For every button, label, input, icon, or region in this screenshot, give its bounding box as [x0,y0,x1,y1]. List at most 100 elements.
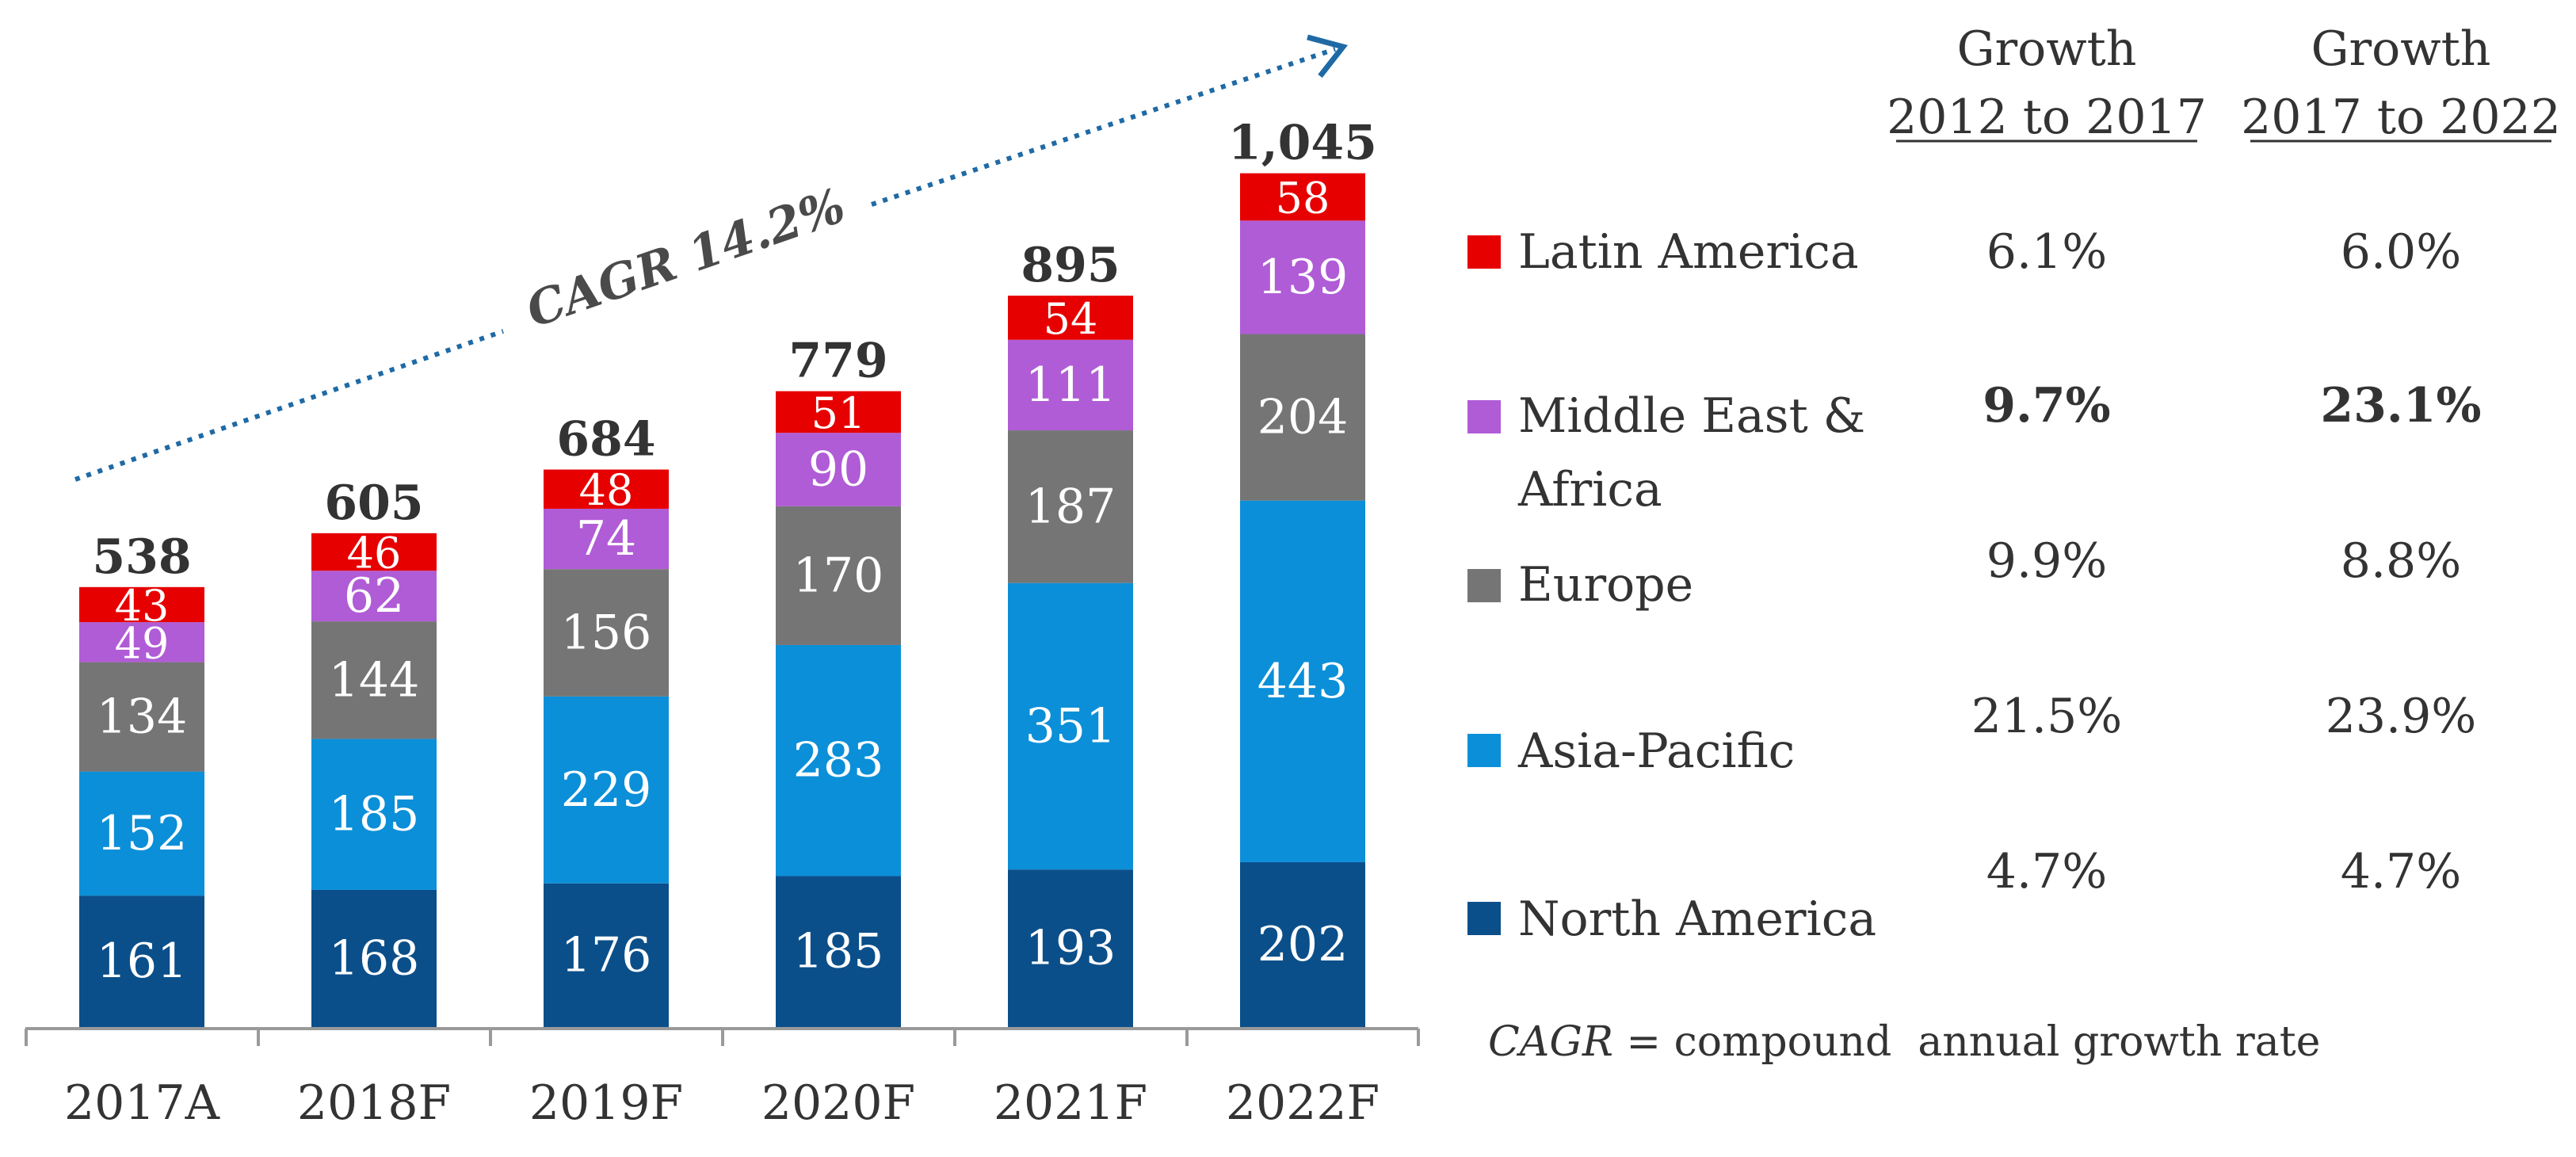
bar-value-label: 111 [1025,357,1116,413]
legend-row-north-america: North America 4.7% 4.7% [1467,844,2461,947]
growth-2017-2022-value: 23.9% [2326,689,2477,744]
growth-2012-2017-value: 4.7% [1986,844,2107,899]
bar-value-label: 43 [115,581,170,631]
x-axis: 2017A 2018F 2019F 2020F 2021F 2022F [25,1027,1420,1131]
bar-segment-europe-2020f [776,506,901,645]
header-line2: 2017 to 2022 [2241,90,2561,145]
bar-segment-latin-america-2021f [1008,296,1133,340]
footnote-abbr: CAGR [1488,1018,1613,1066]
legend-label-line1: Middle East & [1518,388,1865,444]
bar-segment-middle-east-africa-2021f [1008,339,1133,431]
bar-segment-north-america-2021f [1008,869,1133,1027]
bar-segment-north-america-2019f [544,883,669,1027]
bar-segment-middle-east-africa-2019f [544,508,669,570]
bar-segment-latin-america-2020f [776,391,901,433]
bar-segment-asia-pacific-2020f [776,644,901,876]
bar-segment-europe-2018f [311,621,437,739]
bar-segment-north-america-2018f [311,889,437,1027]
x-tick-label: 2019F [529,1075,683,1131]
cagr-arrowhead-icon [1307,34,1349,78]
growth-2012-2017-value: 9.9% [1986,533,2107,589]
legend-label: Latin America [1518,224,1859,280]
bar-value-label: 49 [115,618,170,668]
bar-segment-europe-2022f [1240,334,1365,501]
bar-value-label: 58 [1276,173,1330,223]
bar-value-label: 62 [344,568,404,624]
x-tick-label: 2021F [994,1075,1147,1131]
growth-2017-2022-value: 23.1% [2320,378,2481,433]
bar-value-label: 152 [97,806,188,861]
legend-label-line2: Africa [1517,462,1662,517]
bar-value-label: 187 [1025,479,1116,534]
bar-segment-europe-2017a [79,662,204,772]
bar-totals-group: 538 605 684 779 895 1,045 [92,116,1377,585]
x-tick-label: 2020F [761,1075,915,1131]
legend-swatch-north-america [1467,902,1501,935]
bar-total-label: 779 [788,334,887,389]
growth-2017-2022-value: 8.8% [2341,533,2461,589]
header-line1: Growth [1957,21,2137,77]
bar-value-label: 185 [793,924,884,979]
header-growth-2012-2017: Growth 2012 to 2017 [1887,21,2207,145]
bar-total-label: 1,045 [1228,116,1377,171]
legend-swatch-middle-east-africa [1467,400,1501,433]
bar-segment-middle-east-africa-2017a [79,622,204,663]
bar-segment-latin-america-2022f [1240,173,1365,221]
cagr-arrow-line-right [871,47,1336,207]
legend-swatch-asia-pacific [1467,734,1501,767]
legend-row-asia-pacific: Asia-Pacific 21.5% 23.9% [1467,689,2476,779]
bar-total-label: 684 [556,412,655,468]
header-line2: 2012 to 2017 [1887,90,2207,145]
header-growth-2017-2022: Growth 2017 to 2022 [2241,21,2561,145]
bar-total-label: 538 [92,529,191,585]
bar-value-label: 193 [1025,921,1116,976]
bar-value-label: 90 [808,442,868,498]
growth-2012-2017-value: 21.5% [1971,689,2123,744]
bar-value-label: 51 [811,388,866,438]
bar-segment-asia-pacific-2018f [311,739,437,890]
bar-segment-north-america-2017a [79,895,204,1027]
bar-segment-europe-2021f [1008,430,1133,583]
cagr-annotation: CAGR 14.2% [74,34,1349,482]
bar-segment-latin-america-2019f [544,469,669,509]
legend-swatch-latin-america [1467,235,1501,269]
legend-row-latin-america: Latin America 6.1% 6.0% [1467,224,2461,280]
bar-segment-latin-america-2017a [79,586,204,623]
legend-row-europe: Europe 9.9% 8.8% [1467,533,2461,613]
footnote-rest: = compound annual growth rate [1613,1018,2320,1066]
bar-value-label: 351 [1025,698,1116,754]
bar-value-label: 204 [1257,390,1349,445]
growth-2017-2022-value: 4.7% [2341,844,2461,899]
bar-segment-europe-2019f [544,569,669,697]
legend-label: North America [1518,892,1876,947]
x-tick-label: 2018F [297,1075,451,1131]
bar-value-label: 54 [1044,294,1098,344]
growth-2012-2017-value: 6.1% [1986,224,2107,280]
bar-value-label: 48 [579,465,634,515]
bar-value-label: 185 [329,787,420,842]
x-tick-label: 2022F [1226,1075,1380,1131]
bar-segment-asia-pacific-2021f [1008,582,1133,870]
bar-value-label: 139 [1257,250,1349,305]
bar-total-label: 895 [1021,238,1120,293]
bar-segment-middle-east-africa-2022f [1240,220,1365,334]
bar-value-label: 134 [97,689,188,745]
bar-value-label: 283 [793,733,884,789]
bar-value-label: 168 [329,930,420,986]
cagr-arrow-line-left [74,329,504,482]
legend-row-middle-east-africa: Middle East & Africa 9.7% 23.1% [1467,378,2482,517]
legend-label: Asia-Pacific [1517,724,1795,779]
bar-segment-middle-east-africa-2020f [776,433,901,506]
bar-segment-asia-pacific-2022f [1240,500,1365,862]
legend-swatch-europe [1467,569,1501,602]
bar-total-label: 605 [324,475,423,531]
bar-segment-latin-america-2018f [311,533,437,571]
bar-value-label: 176 [561,927,652,983]
bar-segment-middle-east-africa-2018f [311,571,437,622]
bar-value-label: 229 [561,762,652,818]
bar-value-label: 46 [347,529,402,578]
growth-2012-2017-value: 9.7% [1983,378,2110,433]
bar-value-label: 202 [1257,917,1349,972]
